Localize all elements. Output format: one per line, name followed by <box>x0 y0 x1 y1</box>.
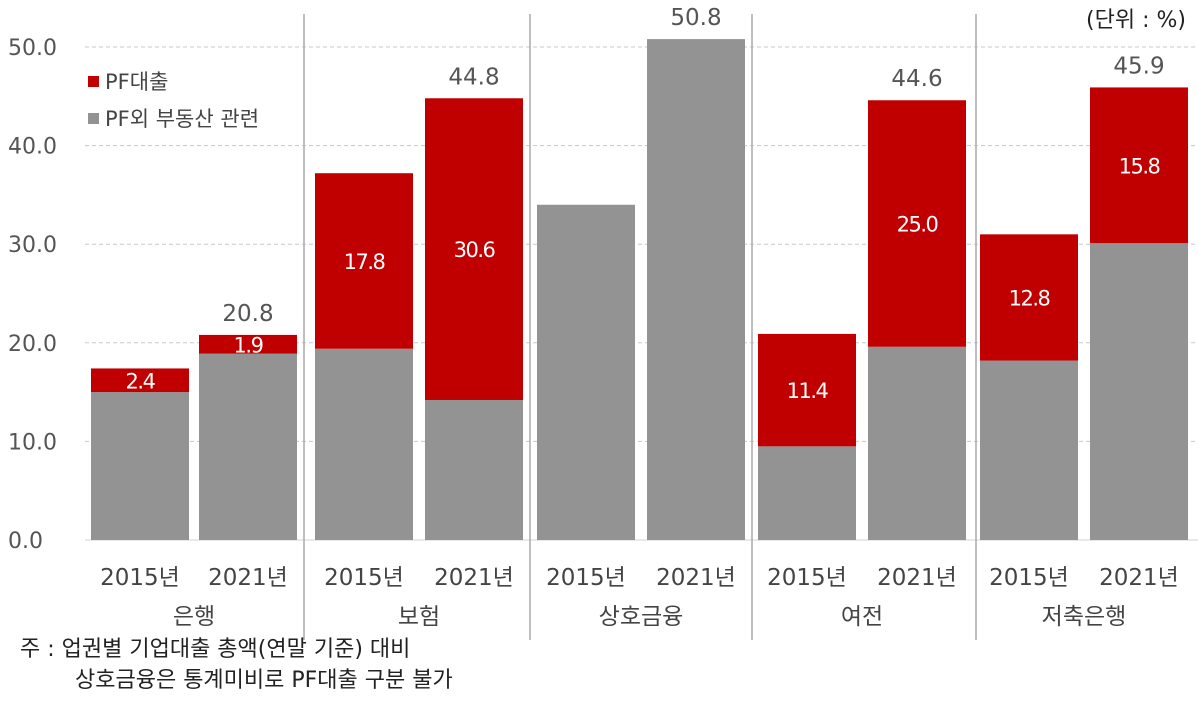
bar-pf <box>91 368 189 393</box>
total-value-label: 45.9 <box>1113 53 1164 79</box>
bar-other <box>868 346 966 540</box>
pf-value-label: 11.4 <box>787 379 829 403</box>
x-tick-year: 2015년 <box>324 565 404 591</box>
bar-other <box>758 446 856 540</box>
bar-pf <box>980 234 1078 361</box>
pf-value-label: 30.6 <box>454 238 496 262</box>
bar-other <box>980 360 1078 540</box>
x-tick-year: 2021년 <box>1099 565 1179 591</box>
bar-other <box>425 399 523 540</box>
stacked-bar-chart: 0.0 10.0 20.0 30.0 40.0 50.0 2.4 2015년 1.9 20.8 20… <box>8 5 1198 640</box>
x-tick-year: 2021년 <box>877 565 957 591</box>
y-tick-label: 0.0 <box>8 529 43 554</box>
x-tick-year: 2015년 <box>767 565 847 591</box>
legend: PF대출 PF외 부동산 관련 <box>88 70 259 131</box>
bar-pf <box>758 333 856 447</box>
footnote-line-2: 상호금융은 통계미비로 PF대출 구분 불가 <box>75 668 453 693</box>
y-tick-label: 50.0 <box>8 36 57 61</box>
footnote: 주 : 업권별 기업대출 총액(연말 기준) 대비 상호금융은 통계미비로 PF… <box>20 634 453 696</box>
y-tick-label: 30.0 <box>8 233 57 258</box>
bar-pf <box>1090 87 1188 244</box>
x-tick-year: 2021년 <box>656 565 736 591</box>
pf-value-label: 12.8 <box>1009 286 1050 310</box>
x-group-label: 저축은행 <box>1042 604 1127 630</box>
x-tick-year: 2015년 <box>100 565 180 591</box>
y-tick-label: 40.0 <box>8 135 57 160</box>
x-tick-year: 2021년 <box>434 565 514 591</box>
bar-pf <box>199 334 297 354</box>
labels: 0.0 10.0 20.0 30.0 40.0 50.0 2.4 2015년 1.9 20.8 20… <box>8 5 1179 630</box>
pf-value-label: 2.4 <box>126 369 156 393</box>
bar-other <box>315 348 413 540</box>
bar-other <box>1090 243 1188 541</box>
legend-label-other: PF외 부동산 관련 <box>105 107 259 131</box>
total-value-label: 20.8 <box>222 301 273 327</box>
x-group-label: 여전 <box>841 604 883 630</box>
y-tick-label: 10.0 <box>8 430 57 455</box>
bars <box>91 39 1188 541</box>
x-group-label: 상호금융 <box>599 604 684 630</box>
bar-other <box>91 392 189 540</box>
footnote-line-1: 주 : 업권별 기업대출 총액(연말 기준) 대비 <box>20 637 411 662</box>
bar-pf <box>315 173 413 349</box>
bar-other <box>537 204 635 540</box>
legend-label-pf: PF대출 <box>105 70 168 94</box>
total-value-label: 44.8 <box>448 64 499 90</box>
bar-pf <box>868 100 966 347</box>
total-value-label: 44.6 <box>891 66 942 92</box>
pf-value-label: 25.0 <box>897 212 938 236</box>
y-tick-label: 20.0 <box>8 332 57 357</box>
legend-swatch-pf <box>88 76 99 87</box>
total-value-label: 50.8 <box>670 5 721 31</box>
legend-swatch-other <box>88 113 99 124</box>
x-tick-year: 2021년 <box>208 565 288 591</box>
bar-pf <box>425 98 523 400</box>
bar-other <box>199 353 297 540</box>
x-group-label: 은행 <box>173 604 215 630</box>
pf-value-label: 17.8 <box>344 250 385 274</box>
unit-label: (단위 : %) <box>1086 8 1186 33</box>
x-group-label: 보험 <box>398 604 440 630</box>
group-dividers <box>303 14 977 640</box>
x-tick-year: 2015년 <box>546 565 626 591</box>
bar-other <box>647 39 745 540</box>
pf-value-label: 1.9 <box>234 333 263 357</box>
pf-value-label: 15.8 <box>1119 154 1160 178</box>
x-tick-year: 2015년 <box>989 565 1069 591</box>
